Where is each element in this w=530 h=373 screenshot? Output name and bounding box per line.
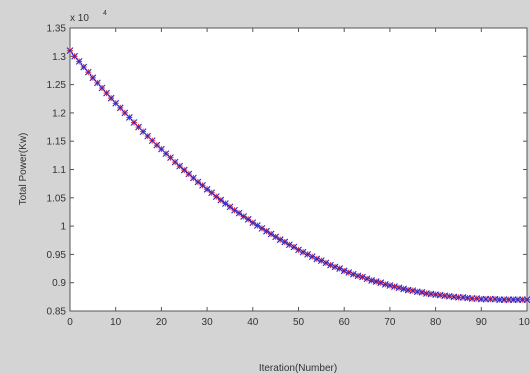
axes: 0 10 20 30 40 50 60 70 80 90 100 0.85 0.9 0.95 1 1.05 1.…	[47, 24, 530, 329]
data-point	[363, 275, 371, 283]
series-2	[66, 47, 530, 304]
data-point	[221, 200, 229, 207]
data-marks	[66, 47, 530, 304]
plot-area	[69, 27, 528, 312]
data-point	[304, 251, 312, 258]
data-point	[327, 261, 334, 269]
x-tick-label: 60	[339, 317, 351, 328]
data-point	[217, 196, 225, 204]
x-axis-label: Iteration(Number)	[259, 363, 337, 373]
data-point	[336, 265, 344, 272]
x-tick-label: 90	[476, 317, 488, 328]
y-tick-label: 0.9	[52, 278, 66, 289]
y-tick-label: 1.3	[52, 52, 66, 63]
data-point	[322, 259, 330, 267]
x-tick-label: 10	[110, 317, 122, 328]
data-point	[263, 227, 270, 235]
data-point	[75, 58, 83, 65]
y-tick-label: 0.85	[47, 307, 67, 318]
data-point	[84, 68, 92, 76]
data-point	[308, 253, 316, 261]
data-point	[212, 193, 220, 201]
x-tick-label: 50	[293, 317, 305, 328]
data-point	[313, 255, 321, 263]
y-tick-label: 1.15	[47, 137, 67, 148]
y-tick-label: 1.25	[47, 80, 67, 91]
data-point	[267, 230, 275, 238]
data-point	[253, 222, 261, 229]
x-tick-label: 80	[430, 317, 442, 328]
data-point	[377, 279, 385, 287]
y-exponent-label: x 10	[70, 13, 89, 24]
data-point	[290, 243, 298, 251]
data-point	[235, 209, 243, 217]
data-point	[331, 263, 339, 271]
data-point	[276, 236, 284, 244]
y-tick-label: 1.05	[47, 193, 67, 204]
data-point	[359, 273, 366, 281]
x-tick-label: 100	[519, 317, 530, 328]
data-point	[194, 178, 202, 186]
data-point	[240, 213, 248, 220]
y-tick-label: 1.35	[47, 24, 67, 35]
x-tick-label: 70	[384, 317, 396, 328]
data-point	[258, 224, 266, 232]
y-tick-label: 1.2	[52, 108, 66, 119]
data-point	[317, 257, 325, 265]
x-tick-label: 40	[247, 317, 259, 328]
data-point	[349, 270, 357, 278]
y-axis-label: Total Power(Kw)	[18, 133, 29, 206]
data-point	[226, 203, 234, 211]
data-point	[345, 269, 353, 276]
y-tick-label: 1	[60, 222, 66, 233]
data-point	[249, 219, 257, 227]
data-point	[66, 47, 74, 55]
data-point	[285, 241, 293, 249]
data-point	[340, 267, 348, 275]
data-point	[203, 185, 211, 193]
data-point	[299, 248, 307, 256]
x-tick-label: 30	[202, 317, 214, 328]
x-tick-label: 20	[156, 317, 168, 328]
x-tick-label: 0	[67, 317, 73, 328]
y-tick-label: 1.1	[52, 165, 66, 176]
data-point	[244, 215, 252, 223]
data-point	[272, 233, 280, 241]
data-point	[231, 206, 238, 214]
y-tick-label: 0.95	[47, 250, 67, 261]
data-point	[295, 246, 302, 254]
data-point	[281, 238, 289, 246]
y-exponent-power: 4	[103, 10, 107, 17]
data-point	[523, 296, 530, 304]
